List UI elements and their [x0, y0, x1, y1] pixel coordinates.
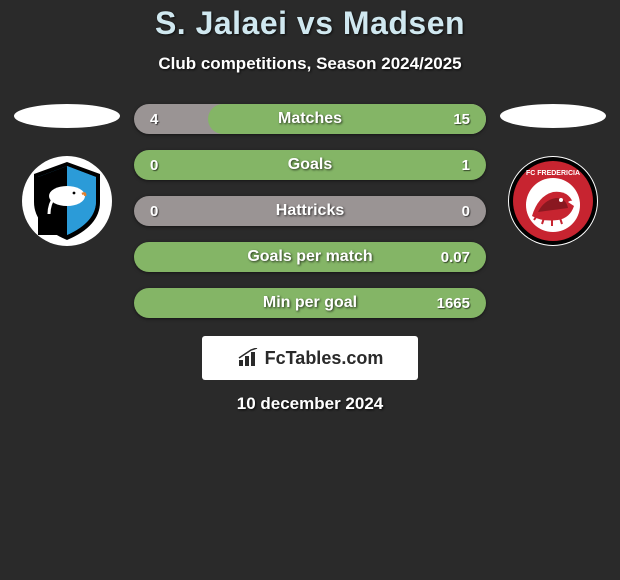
content-row: 4 Matches 15 0 Goals 1 0 Hattricks 0 Goals per ma… [0, 104, 620, 318]
stat-label: Matches [278, 110, 342, 128]
stat-right-value: 1 [440, 157, 470, 174]
stat-left-value: 0 [150, 157, 180, 174]
stat-right-value: 0 [440, 203, 470, 220]
player-left-column [12, 104, 122, 246]
stat-bar-goals: 0 Goals 1 [134, 150, 486, 180]
stat-bar-matches: 4 Matches 15 [134, 104, 486, 134]
date-line: 10 december 2024 [0, 394, 620, 414]
svg-text:FC FREDERICIA: FC FREDERICIA [526, 170, 580, 177]
badge-right-svg: FC FREDERICIA [508, 156, 598, 246]
logo-text: FcTables.com [265, 348, 384, 369]
stat-right-value: 15 [440, 111, 470, 128]
club-badge-left [22, 156, 112, 246]
stat-left-value: 0 [150, 203, 180, 220]
subtitle: Club competitions, Season 2024/2025 [0, 54, 620, 74]
stat-right-value: 0.07 [440, 249, 470, 266]
stat-label: Hattricks [276, 202, 344, 220]
fctables-logo[interactable]: FcTables.com [202, 336, 418, 380]
stat-right-value: 1665 [437, 295, 470, 312]
stat-label: Min per goal [263, 294, 357, 312]
stat-bar-hattricks: 0 Hattricks 0 [134, 196, 486, 226]
player-right-column: FC FREDERICIA [498, 104, 608, 246]
stat-label: Goals [288, 156, 332, 174]
chart-icon [237, 348, 261, 368]
stats-column: 4 Matches 15 0 Goals 1 0 Hattricks 0 Goals per ma… [134, 104, 486, 318]
stat-left-value: 4 [150, 111, 180, 128]
stat-label: Goals per match [247, 248, 372, 266]
stat-bar-goals-per-match: Goals per match 0.07 [134, 242, 486, 272]
player-left-silhouette [14, 104, 120, 128]
page-title: S. Jalaei vs Madsen [0, 5, 620, 42]
club-badge-right: FC FREDERICIA [508, 156, 598, 246]
lower-blank-area [0, 414, 620, 554]
comparison-card: S. Jalaei vs Madsen Club competitions, S… [0, 0, 620, 554]
stat-bar-min-per-goal: Min per goal 1665 [134, 288, 486, 318]
badge-left-svg [22, 156, 112, 246]
player-right-silhouette [500, 104, 606, 128]
